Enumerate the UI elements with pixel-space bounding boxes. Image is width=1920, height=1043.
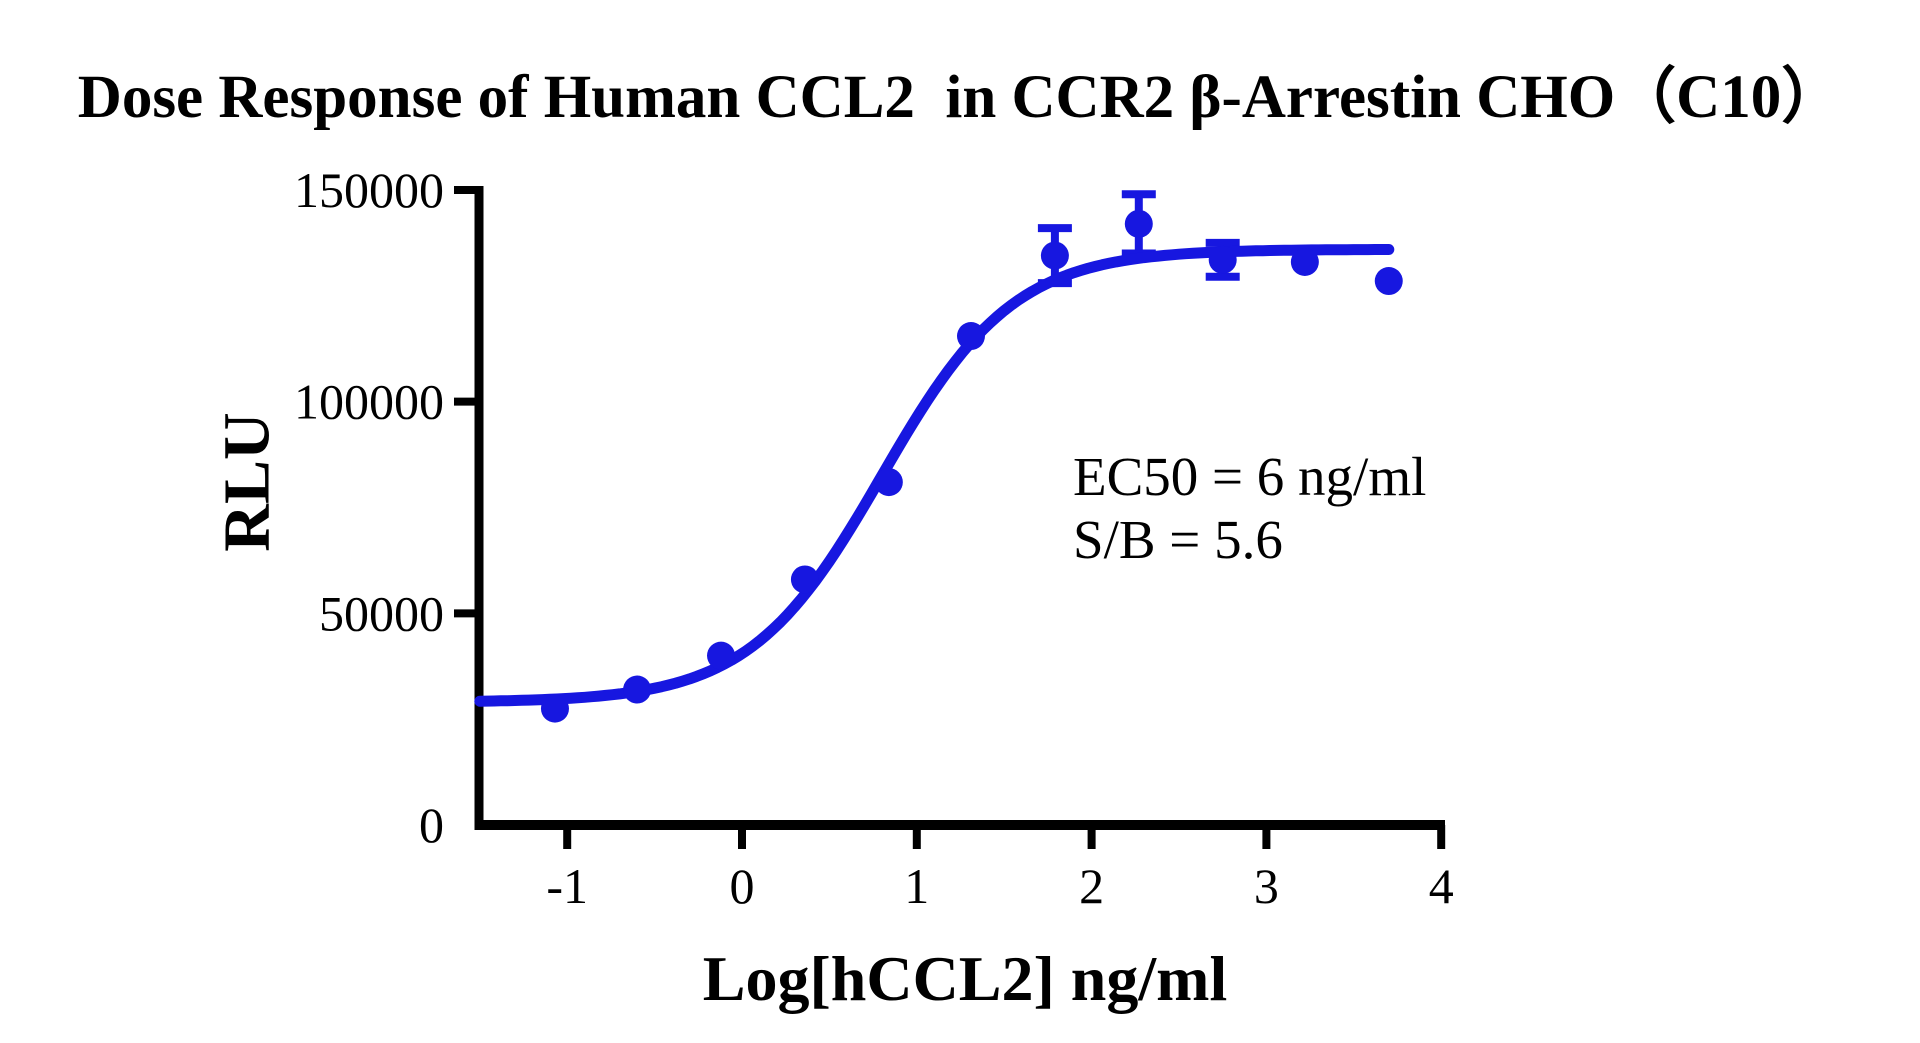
x-tick-label: 0 <box>730 858 755 914</box>
data-point-marker <box>1040 241 1069 270</box>
x-tick-label: 1 <box>904 858 929 914</box>
axes-layer: 0 50000 100000 150000 -1 0 1 2 3 4 <box>294 162 1454 914</box>
data-point-marker <box>1208 245 1237 274</box>
data-point-marker <box>874 468 903 497</box>
y-tick-label: 50000 <box>319 585 444 641</box>
marker-layer <box>540 209 1403 723</box>
x-tick-label: -1 <box>546 858 588 914</box>
data-point-marker <box>623 675 652 704</box>
annotation-sb: S/B = 5.6 <box>1073 509 1283 570</box>
data-point-marker <box>540 694 569 723</box>
data-point-marker <box>1124 209 1153 238</box>
data-point-marker <box>956 322 985 351</box>
y-tick-label: 0 <box>419 797 444 853</box>
x-tick-label: 4 <box>1429 858 1454 914</box>
y-axis-title: RLU <box>211 412 284 551</box>
data-point-marker <box>1290 247 1319 276</box>
x-axis-title: Log[hCCL2] ng/ml <box>703 943 1228 1014</box>
annotation-ec50: EC50 = 6 ng/ml <box>1073 446 1426 507</box>
y-tick-label: 100000 <box>294 374 444 430</box>
data-point-marker <box>790 565 819 594</box>
data-point-marker <box>1374 267 1403 296</box>
x-tick-label: 3 <box>1254 858 1279 914</box>
data-point-marker <box>707 641 736 670</box>
y-tick-label: 150000 <box>294 162 444 218</box>
x-tick-label: 2 <box>1079 858 1104 914</box>
chart-title: Dose Response of Human CCL2 in CCR2 β-Ar… <box>77 64 1843 131</box>
